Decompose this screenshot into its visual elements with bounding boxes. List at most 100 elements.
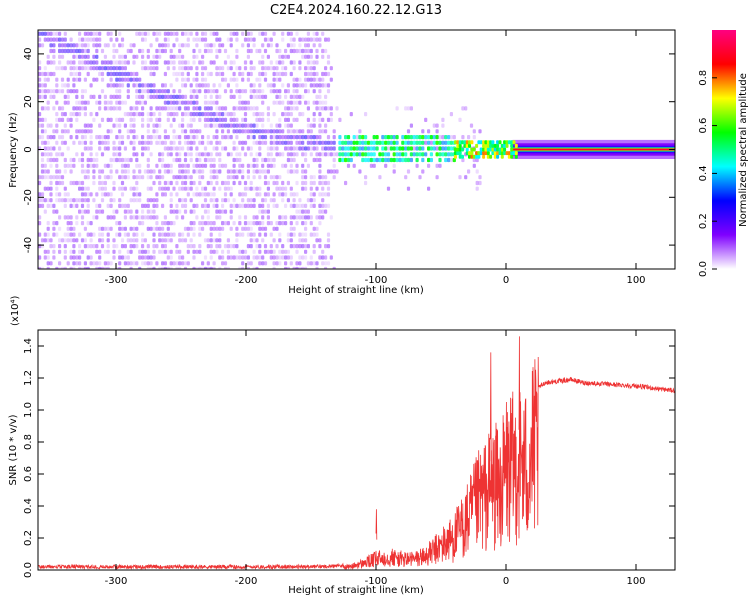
spectrogram-cell [229, 123, 233, 128]
spectrogram-cell [95, 192, 99, 197]
spectrogram-cell [89, 112, 93, 117]
spectrogram-cell [46, 152, 50, 157]
spectrogram-cell [381, 152, 385, 157]
spectrogram-cell [332, 175, 336, 180]
spectrogram-cell [178, 157, 182, 163]
spectrogram-cell [92, 31, 96, 36]
spectrogram-cell [38, 135, 42, 140]
spectrogram-cell [92, 215, 96, 220]
spectrogram-cell [106, 129, 110, 134]
spectrogram-cell [284, 221, 288, 226]
spectrogram-cell [315, 152, 319, 157]
spectrogram-cell [146, 157, 150, 163]
spectrogram-cell [143, 261, 147, 266]
spectrogram-cell [246, 175, 250, 180]
spectrogram-cell [315, 215, 319, 220]
spectrogram-cell [289, 48, 293, 54]
spectrogram-cell [163, 192, 167, 197]
spectrogram-cell [286, 83, 290, 88]
spectrogram-cell [152, 31, 156, 36]
spectrogram-cell [186, 169, 190, 174]
spectrogram-cell [381, 135, 385, 140]
spectrogram-cell [209, 94, 213, 99]
spectrogram-cell [60, 238, 65, 243]
spectrogram-cell [292, 48, 296, 54]
spectrogram-cell [309, 198, 313, 203]
spectrogram-cell [229, 94, 233, 99]
spectrogram-cell [69, 238, 73, 243]
spectrogram-cell [475, 154, 479, 159]
spectrogram-cell [132, 198, 136, 203]
spectrogram-cell [172, 106, 176, 111]
spectrogram-cell [338, 152, 342, 157]
spectrogram-cell [166, 221, 170, 226]
spectrogram-cell [158, 135, 162, 140]
spectrogram-cell [281, 100, 285, 105]
spectrogram-cell [326, 54, 331, 59]
spectrogram-cell [258, 60, 262, 65]
spectrogram-cell [478, 129, 482, 134]
spectrogram-cell [272, 129, 276, 134]
spectrogram-cell [163, 43, 167, 48]
spectrogram-cell [75, 66, 79, 71]
spectrogram-cell [281, 83, 285, 88]
spectrogram-cell [464, 106, 468, 111]
spectrogram-cell [172, 60, 176, 65]
spectrogram-cell [112, 249, 116, 254]
spectrogram-cell [86, 31, 90, 36]
spectrogram-cell [146, 175, 150, 180]
spectrogram-cell [252, 112, 256, 117]
spectrogram-cell [195, 100, 199, 105]
spectrogram-cell [321, 180, 325, 186]
spectrogram-cell [284, 163, 288, 168]
spectrogram-cell [126, 77, 130, 82]
spectrogram-cell [392, 152, 396, 157]
spectrogram-cell [95, 249, 99, 254]
spectrogram-cell [198, 37, 202, 42]
spectrogram-cell [109, 215, 113, 220]
spectrogram-cell [92, 180, 96, 186]
spectrogram-cell [241, 255, 245, 260]
spectrogram-cell [49, 60, 53, 65]
spectrogram-cell [289, 37, 293, 42]
spectrogram-cell [295, 129, 299, 134]
spectrogram-cell [166, 249, 170, 254]
spectrogram-cell [344, 135, 348, 140]
spectrogram-cell [103, 54, 107, 59]
spectrogram-cell [149, 106, 153, 111]
spectrogram-cell [482, 154, 486, 159]
spectrogram-cell [146, 135, 150, 140]
spectrogram-cell [198, 106, 202, 111]
spectrogram-cell [281, 215, 285, 220]
spectrogram-cell [500, 151, 504, 156]
spectrogram-cell [172, 66, 176, 71]
spectrogram-cell [95, 135, 99, 140]
spectrogram-cell [498, 147, 502, 152]
spectrogram-cell [163, 232, 167, 237]
spectrogram-cell [223, 198, 228, 203]
spectrogram-cell [229, 255, 233, 260]
spectrogram-cell [186, 37, 190, 42]
spectrogram-cell [78, 112, 82, 117]
spectrogram-cell [409, 140, 413, 145]
spectrogram-cell [358, 135, 362, 140]
spectrogram-cell [447, 152, 451, 157]
spectrogram-cell [435, 175, 439, 180]
spectrogram-cell [58, 135, 62, 140]
spectrogram-cell [95, 54, 99, 59]
spectrogram-cell [392, 135, 396, 140]
spectrogram-cell [72, 43, 76, 48]
spectrogram-cell [132, 261, 136, 266]
spectrogram-cell [344, 146, 348, 151]
spectrogram-cell [158, 152, 162, 157]
spectrogram-cell [284, 123, 288, 128]
spectrogram-cell [58, 43, 62, 48]
spectrogram-cell [129, 266, 133, 269]
spectrogram-cell [103, 66, 107, 71]
spectrogram-cell [258, 261, 262, 266]
spectrogram-cell [166, 43, 170, 48]
spectrogram-cell [427, 146, 431, 151]
spectrogram-cell [46, 255, 50, 260]
spectrogram-cell [115, 123, 119, 128]
spectrogram-cell [100, 209, 105, 214]
